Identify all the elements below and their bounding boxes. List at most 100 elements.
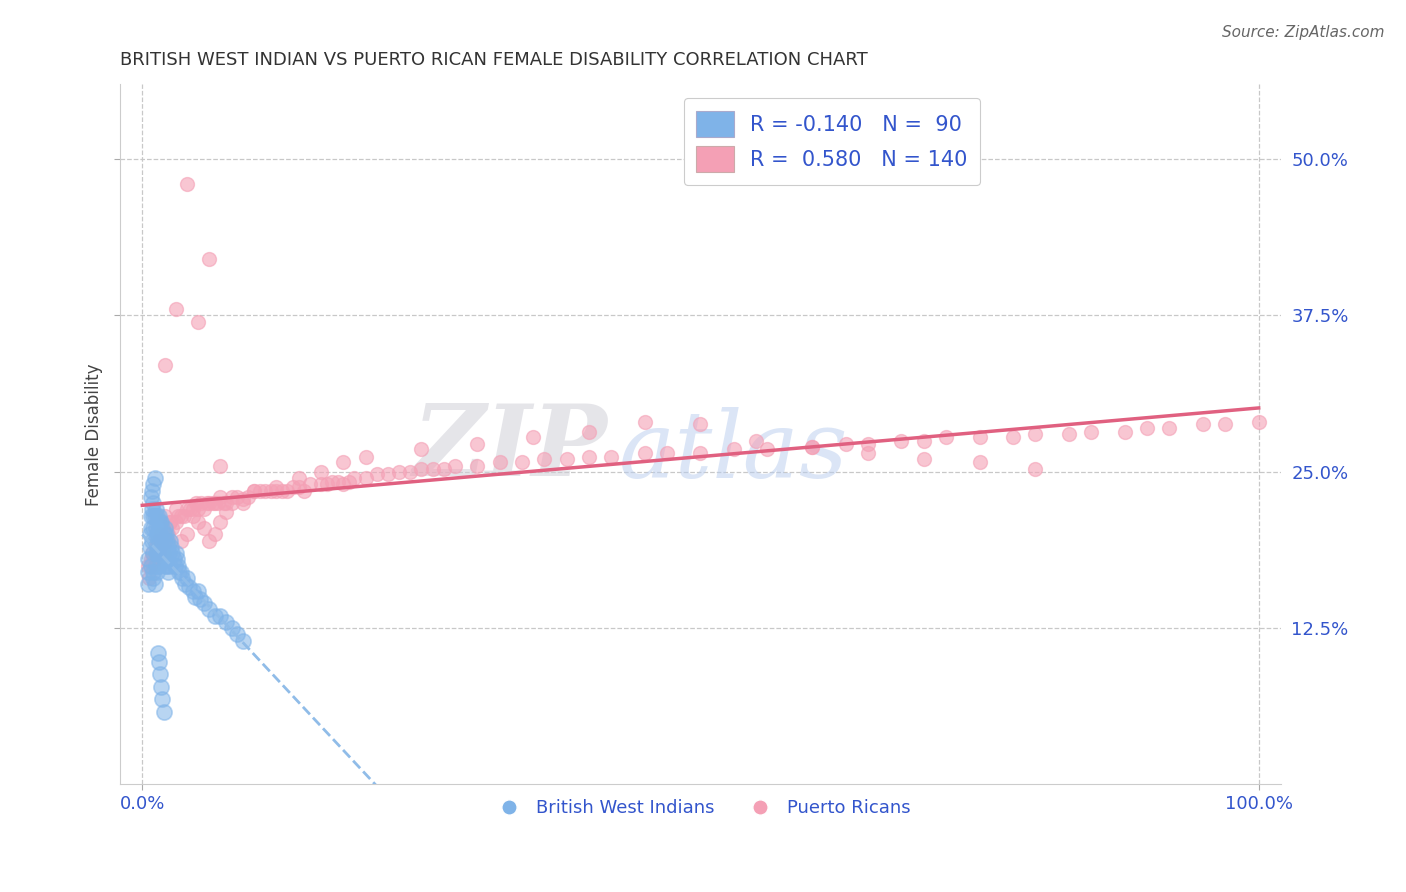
- Point: [444, 458, 467, 473]
- Point: [146, 527, 169, 541]
- Point: [142, 477, 165, 491]
- Point: [465, 437, 488, 451]
- Point: [533, 452, 555, 467]
- Point: [287, 480, 309, 494]
- Point: [221, 621, 243, 635]
- Point: [150, 527, 173, 541]
- Point: [1213, 417, 1236, 432]
- Point: [142, 546, 165, 560]
- Point: [332, 477, 354, 491]
- Point: [1136, 421, 1159, 435]
- Point: [146, 565, 169, 579]
- Point: [176, 502, 198, 516]
- Point: [745, 434, 768, 448]
- Point: [270, 483, 292, 498]
- Point: [187, 515, 209, 529]
- Point: [522, 430, 544, 444]
- Point: [689, 417, 711, 432]
- Point: [150, 680, 173, 694]
- Legend: British West Indians, Puerto Ricans: British West Indians, Puerto Ricans: [484, 792, 918, 824]
- Point: [141, 502, 163, 516]
- Point: [600, 450, 623, 464]
- Point: [254, 483, 277, 498]
- Point: [141, 533, 163, 548]
- Point: [834, 437, 856, 451]
- Point: [149, 546, 172, 560]
- Point: [193, 596, 215, 610]
- Point: [221, 490, 243, 504]
- Point: [167, 508, 190, 523]
- Point: [148, 546, 170, 560]
- Text: ZIP: ZIP: [412, 400, 607, 497]
- Point: [163, 558, 186, 573]
- Point: [149, 540, 172, 554]
- Point: [1002, 430, 1025, 444]
- Point: [198, 496, 221, 510]
- Point: [142, 552, 165, 566]
- Point: [143, 471, 166, 485]
- Point: [162, 552, 184, 566]
- Point: [181, 508, 204, 523]
- Point: [172, 571, 194, 585]
- Point: [145, 540, 167, 554]
- Point: [1057, 427, 1080, 442]
- Point: [411, 462, 433, 476]
- Point: [332, 455, 354, 469]
- Point: [187, 502, 209, 516]
- Point: [209, 608, 232, 623]
- Point: [150, 546, 173, 560]
- Point: [655, 446, 678, 460]
- Point: [260, 483, 283, 498]
- Point: [179, 502, 201, 516]
- Point: [155, 527, 177, 541]
- Point: [146, 546, 169, 560]
- Point: [159, 515, 181, 529]
- Point: [145, 546, 167, 560]
- Point: [354, 471, 377, 485]
- Point: [1080, 425, 1102, 439]
- Point: [156, 527, 179, 541]
- Point: [141, 546, 163, 560]
- Point: [221, 496, 243, 510]
- Point: [969, 455, 991, 469]
- Point: [181, 502, 204, 516]
- Point: [243, 483, 266, 498]
- Point: [166, 552, 188, 566]
- Point: [634, 415, 657, 429]
- Point: [801, 440, 824, 454]
- Point: [150, 540, 173, 554]
- Point: [143, 533, 166, 548]
- Point: [159, 558, 181, 573]
- Point: [152, 546, 174, 560]
- Point: [176, 527, 198, 541]
- Point: [184, 590, 207, 604]
- Point: [215, 505, 238, 519]
- Point: [969, 430, 991, 444]
- Point: [153, 508, 176, 523]
- Point: [411, 442, 433, 457]
- Point: [176, 177, 198, 191]
- Point: [232, 492, 254, 507]
- Point: [153, 359, 176, 373]
- Point: [309, 477, 332, 491]
- Point: [146, 508, 169, 523]
- Point: [173, 508, 195, 523]
- Point: [153, 521, 176, 535]
- Point: [153, 533, 176, 548]
- Point: [226, 627, 249, 641]
- Point: [165, 502, 187, 516]
- Point: [264, 480, 287, 494]
- Point: [156, 533, 179, 548]
- Text: atlas: atlas: [619, 407, 849, 497]
- Point: [465, 458, 488, 473]
- Point: [162, 546, 184, 560]
- Point: [136, 577, 159, 591]
- Point: [377, 467, 399, 482]
- Point: [152, 705, 174, 719]
- Point: [343, 471, 366, 485]
- Point: [309, 465, 332, 479]
- Point: [159, 533, 181, 548]
- Point: [150, 692, 173, 706]
- Point: [149, 515, 172, 529]
- Point: [159, 515, 181, 529]
